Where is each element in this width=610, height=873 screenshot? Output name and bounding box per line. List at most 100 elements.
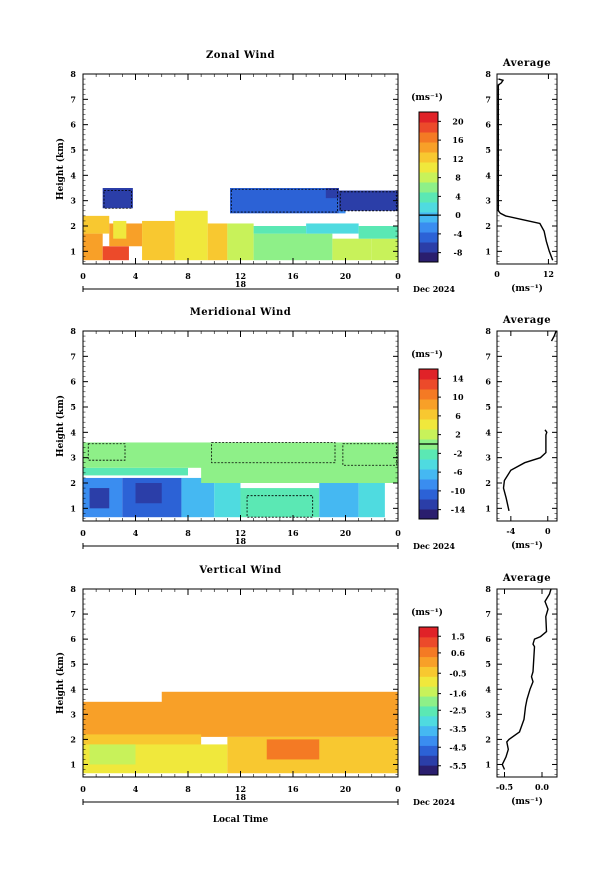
colorbar-label: -1.6 [449,689,467,699]
x-tick-label: 16 [287,271,299,281]
field-cell [230,188,339,214]
field-cell [102,188,133,209]
colorbar-unit: (ms⁻¹) [411,92,443,103]
colorbar-segment [419,202,438,213]
colorbar-label: -2 [454,448,463,458]
colorbar-segment [419,182,438,193]
profile-y-tick-label: 3 [485,196,491,206]
x-tick-label: 4 [133,528,139,538]
panel-title: Meridional Wind [190,307,292,318]
date-label: Dec 2024 [413,797,455,807]
y-tick-label: 1 [70,246,76,256]
contour-line [87,443,126,461]
field-cell [319,483,359,518]
profile-y-tick-label: 3 [485,453,491,463]
profile-frame [496,73,558,265]
profile-y-tick-label: 1 [485,246,491,256]
profile-y-tick-label: 8 [485,326,491,336]
profile-y-tick-label: 6 [485,634,491,644]
field-cell [135,483,162,504]
field-cell [345,445,398,463]
y-tick-label: 7 [70,94,76,104]
x-tick-label: 20 [340,528,352,538]
field-cell [306,223,359,234]
colorbar-segment [419,646,438,658]
field-cell [253,233,293,261]
colorbar-segment [419,132,438,143]
colorbar-segment [419,369,438,380]
profile-y-tick-label: 5 [485,659,491,669]
y-tick-label: 6 [70,120,76,130]
field-cell [161,691,398,707]
colorbar-label: -10 [451,486,466,496]
colorbar-segment [419,162,438,173]
y-tick-label: 4 [70,427,76,437]
profile-y-tick-label: 3 [485,709,491,719]
colorbar-segment [419,509,438,520]
panel-title: Zonal Wind [206,50,275,61]
x-tick-label: 4 [133,784,139,794]
colorbar-segment [419,192,438,203]
colorbar-segment [419,152,438,163]
field-cell [89,488,110,509]
field-cell [207,223,228,261]
profile-x-label: (ms⁻¹) [511,283,543,294]
profile-y-tick-label: 2 [485,478,491,488]
profile-x-tick-label: 0.0 [535,782,549,792]
field-cell [332,238,372,261]
x-tick-label: 0 [395,271,401,281]
profile-line [501,588,552,770]
date-label: Dec 2024 [413,284,455,294]
x-tick-label: 20 [340,271,352,281]
x-tick-label: 12 [235,271,246,281]
contour-line [211,442,336,464]
contour-line [342,443,398,466]
profile-y-tick-label: 6 [485,120,491,130]
y-tick-label: 5 [70,659,76,669]
x-tick-label: 0 [395,528,401,538]
field-cell [174,210,208,261]
colorbar-segment [419,252,438,263]
colorbar-label: -4 [454,229,463,239]
profile-y-tick-label: 5 [485,402,491,412]
x-tick-label: 16 [287,528,299,538]
colorbar-label: -2.5 [449,705,466,715]
colorbar-label: -4.5 [449,742,466,752]
profile-y-tick-label: 6 [485,377,491,387]
profile-x-label: (ms⁻¹) [511,540,543,551]
profile-y-tick-label: 7 [485,609,491,619]
colorbar-segment [419,232,438,243]
contour-line [230,188,339,213]
x-tick-label: 20 [340,784,352,794]
x-tick-label: 12 [235,784,246,794]
field-cell [358,226,398,239]
date-label: Dec 2024 [413,541,455,551]
colorbar-unit: (ms⁻¹) [411,349,443,360]
y-tick-label: 5 [70,402,76,412]
colorbar-segment [419,705,438,717]
field-cell [113,220,127,239]
field-cell [253,226,307,234]
colorbar-segment [419,112,438,123]
colorbar-segment [419,459,438,470]
contour-line [339,191,398,212]
field-cell [83,734,202,747]
field-cell [358,483,385,518]
profile-x-label: (ms⁻¹) [511,796,543,807]
field-cell [266,739,320,760]
profile-y-tick-label: 2 [485,734,491,744]
y-tick-label: 3 [70,709,76,719]
profile-x-tick-label: -0.5 [496,782,513,792]
y-tick-label: 6 [70,377,76,387]
colorbar-segment [419,735,438,746]
colorbar-label: 2 [455,430,461,440]
profile-line [497,78,554,261]
y-tick-label: 4 [70,170,76,180]
colorbar-segment [419,489,438,500]
colorbar-segment [419,696,438,707]
colorbar-segment [419,399,438,410]
profile-y-tick-label: 8 [485,69,491,79]
profile-y-tick-label: 8 [485,584,491,594]
colorbar-segment [419,429,438,440]
